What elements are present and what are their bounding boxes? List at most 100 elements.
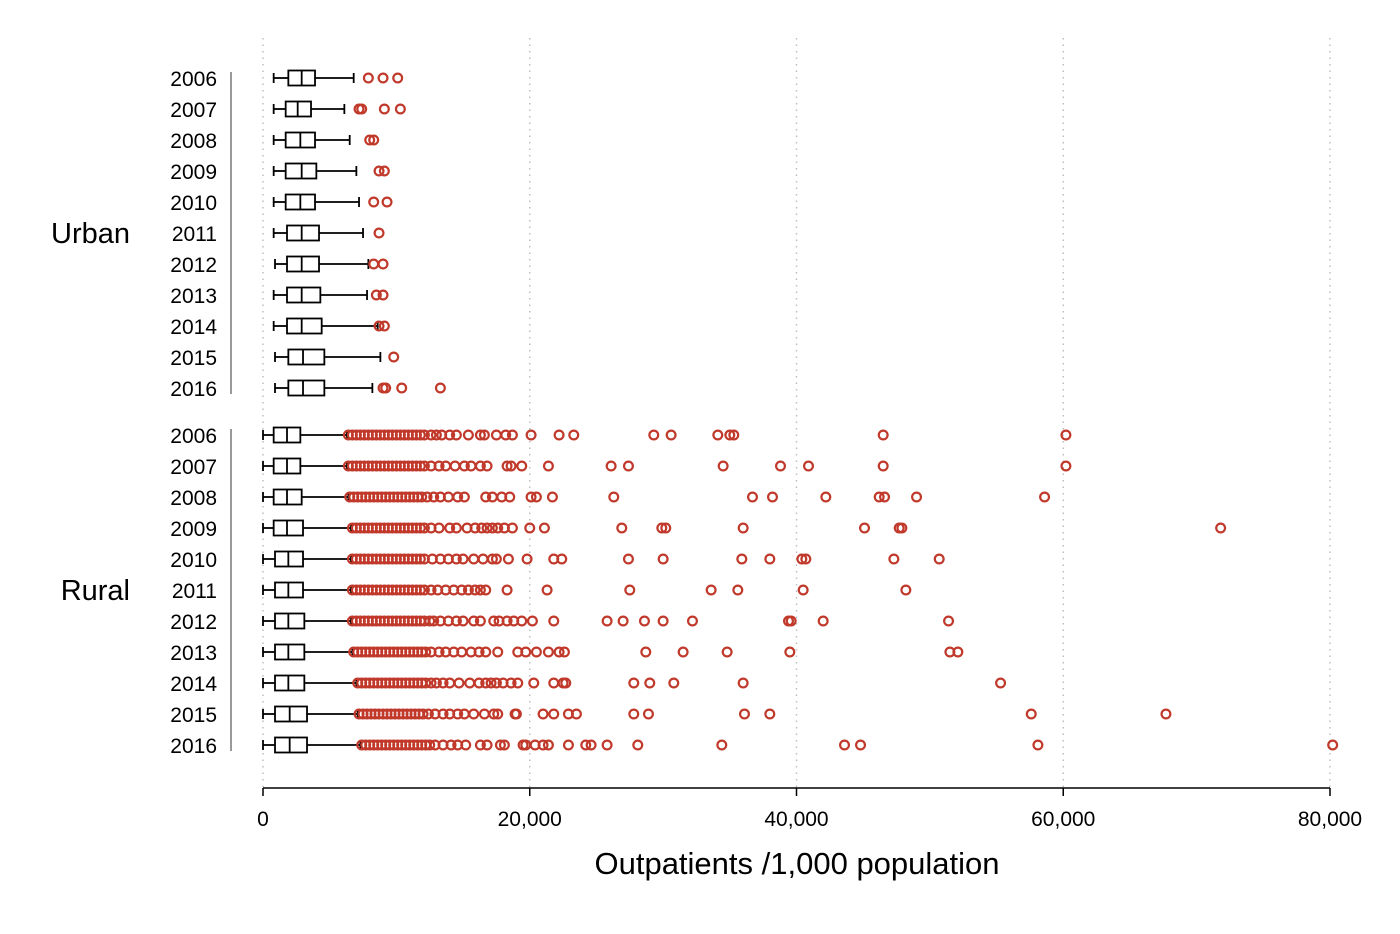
outlier-point <box>418 460 430 472</box>
outlier-point <box>420 646 432 658</box>
iqr-box <box>274 705 308 723</box>
outlier-point <box>797 584 809 596</box>
outlier-point <box>568 429 580 441</box>
outlier-point <box>485 677 497 689</box>
outlier-point <box>677 646 689 658</box>
outlier-point <box>444 522 456 534</box>
outlier-point <box>542 646 554 658</box>
outlier-point <box>500 429 512 441</box>
box-row-rural-2010 <box>262 550 945 568</box>
outlier-point <box>548 615 560 627</box>
outlier-point <box>462 584 474 596</box>
outlier-point <box>474 739 486 751</box>
year-label: 2015 <box>170 704 217 727</box>
outlier-point <box>373 227 385 239</box>
outlier-point <box>368 134 380 146</box>
outlier-point <box>480 584 492 596</box>
outlier-point <box>877 429 889 441</box>
box-row-rural-2007 <box>262 457 1072 475</box>
iqr-box <box>274 674 306 692</box>
outlier-point <box>469 584 481 596</box>
outlier-point <box>453 677 465 689</box>
outlier-point <box>437 708 449 720</box>
gridlines <box>262 38 1331 788</box>
outlier-point <box>538 522 550 534</box>
year-label: 2006 <box>170 68 217 91</box>
outlier-point <box>736 553 748 565</box>
outlier-point <box>632 739 644 751</box>
year-labels: Urban 2006 2007 2008 2009 2010 2011 2012 2013 201… <box>51 68 217 758</box>
outlier-point <box>444 429 456 441</box>
outlier-point <box>668 677 680 689</box>
outlier-point <box>570 708 582 720</box>
iqr-box <box>272 519 304 537</box>
outlier-point <box>1327 739 1339 751</box>
outlier-point <box>628 708 640 720</box>
outlier-point <box>362 72 374 84</box>
outlier-point <box>1060 429 1072 441</box>
outlier-point <box>378 320 390 332</box>
outlier-point <box>525 429 537 441</box>
outlier-point <box>414 522 426 534</box>
outlier-point <box>642 708 654 720</box>
outlier-point <box>624 584 636 596</box>
box-row-rural-2008 <box>262 488 1051 506</box>
outlier-point <box>476 522 488 534</box>
boxes <box>262 69 1339 754</box>
outlier-point <box>462 429 474 441</box>
outlier-point <box>859 522 871 534</box>
group-label-rural: Rural <box>61 575 130 607</box>
outlier-point <box>377 289 389 301</box>
outlier-point <box>705 584 717 596</box>
outlier-point <box>537 739 549 751</box>
outlier-point <box>422 708 434 720</box>
outlier-point <box>356 103 368 115</box>
x-tick-label: 40,000 <box>764 808 828 831</box>
iqr-box <box>274 736 308 754</box>
outlier-point <box>622 460 634 472</box>
iqr-box <box>286 317 323 335</box>
outlier-point <box>424 615 436 627</box>
outlier-point <box>464 677 476 689</box>
outlier-point <box>488 708 500 720</box>
outlier-point <box>732 584 744 596</box>
outlier-point <box>546 491 558 503</box>
outlier-point <box>505 677 517 689</box>
outlier-point <box>560 677 572 689</box>
outlier-point <box>506 429 518 441</box>
outlier-point <box>416 491 428 503</box>
outlier-point <box>396 382 408 394</box>
outlier-point <box>477 553 489 565</box>
box-row-rural-2014 <box>262 674 1007 692</box>
box-row-urban-2011 <box>272 224 385 242</box>
outlier-point <box>524 522 536 534</box>
outlier-point <box>665 429 677 441</box>
outlier-point <box>380 382 392 394</box>
outlier-point <box>468 708 480 720</box>
outlier-point <box>498 739 510 751</box>
outlier-point <box>601 615 613 627</box>
outlier-point <box>803 460 815 472</box>
outlier-point <box>796 553 808 565</box>
outlier-point <box>490 677 502 689</box>
x-tick-label: 20,000 <box>498 808 562 831</box>
outlier-point <box>537 708 549 720</box>
outlier-point <box>425 677 437 689</box>
outlier-point <box>414 584 426 596</box>
box-row-rural-2011 <box>262 581 912 599</box>
outlier-point <box>394 103 406 115</box>
outlier-point <box>521 553 533 565</box>
outlier-point <box>481 739 493 751</box>
outlier-point <box>516 460 528 472</box>
outlier-point <box>817 615 829 627</box>
outlier-point <box>433 522 445 534</box>
outlier-point <box>388 351 400 363</box>
x-tick-label: 80,000 <box>1298 808 1362 831</box>
outlier-point <box>492 708 504 720</box>
iqr-box <box>286 286 322 304</box>
group-label-urban: Urban <box>51 218 130 250</box>
year-label: 2013 <box>170 642 217 665</box>
outlier-point <box>548 708 560 720</box>
year-label: 2009 <box>170 518 217 541</box>
outlier-point <box>430 429 442 441</box>
